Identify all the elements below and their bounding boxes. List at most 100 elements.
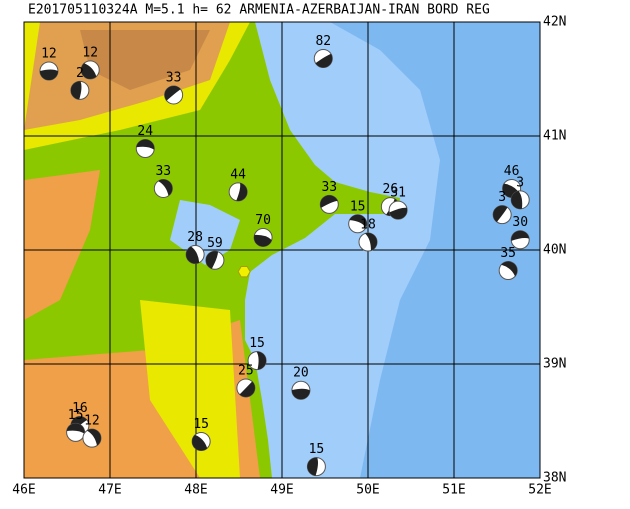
x-tick-label: 46E <box>12 483 35 498</box>
beachball-quadrant <box>389 207 408 220</box>
y-tick-label: 39N <box>543 357 566 372</box>
focal-mechanism <box>153 178 173 198</box>
map-title: E201705110324A M=5.1 h= 62 ARMENIA-AZERB… <box>28 3 490 18</box>
y-tick-label: 38N <box>543 471 566 486</box>
depth-label: 2 <box>76 66 84 81</box>
depth-label: 12 <box>41 47 57 62</box>
beachball-quadrant <box>186 246 200 264</box>
beachball-quadrant <box>236 183 248 201</box>
depth-label: 44 <box>230 167 246 182</box>
focal-mechanism <box>498 261 518 281</box>
beachball-quadrant <box>365 233 377 251</box>
focal-mechanism <box>236 378 256 398</box>
beachball-quadrant <box>81 63 97 79</box>
beachball-quadrant <box>256 351 267 370</box>
beachball-quadrant <box>291 388 310 400</box>
focal-mechanism <box>348 214 368 234</box>
beachball-quadrant <box>320 195 338 208</box>
focal-mechanism <box>66 422 86 442</box>
depth-label: 70 <box>255 213 271 228</box>
focal-mechanism <box>291 380 311 400</box>
depth-label: 3 <box>498 190 506 205</box>
x-tick-label: 47E <box>98 483 121 498</box>
focal-mechanism <box>358 232 378 252</box>
focal-mechanism <box>135 139 155 159</box>
focal-mechanism <box>510 190 530 210</box>
x-tick-label: 49E <box>270 483 293 498</box>
x-tick-label: 50E <box>356 483 379 498</box>
beachball-quadrant <box>493 205 508 222</box>
beachball-quadrant <box>70 81 82 100</box>
beachball-quadrant <box>86 429 101 446</box>
beachball-quadrant <box>239 381 255 397</box>
beachball-quadrant <box>192 434 208 451</box>
focal-mechanism <box>510 230 530 250</box>
depth-label: 15 <box>193 417 209 432</box>
lake <box>170 200 240 265</box>
depth-label: 30 <box>512 215 528 230</box>
depth-label: 18 <box>360 218 376 233</box>
highland <box>140 300 240 478</box>
beachball-quadrant <box>254 234 272 247</box>
beachball-quadrant <box>501 261 518 277</box>
focal-mechanism <box>247 351 267 371</box>
beachball-quadrant <box>315 53 333 68</box>
focal-mechanism <box>80 60 100 80</box>
depth-label: 46 <box>504 164 520 179</box>
focal-mechanism <box>205 250 225 270</box>
focal-mechanism <box>164 85 184 105</box>
focal-mechanism <box>388 200 408 220</box>
depth-label: 15 <box>68 408 84 423</box>
depth-label: 12 <box>84 414 100 429</box>
depth-label: 15 <box>309 442 325 457</box>
y-tick-label: 41N <box>543 129 566 144</box>
depth-label: 35 <box>500 246 516 261</box>
x-tick-label: 48E <box>184 483 207 498</box>
depth-label: 15 <box>249 336 265 351</box>
peak <box>80 30 210 90</box>
depth-label: 26 <box>383 182 399 197</box>
depth-label: 25 <box>238 363 254 378</box>
focal-mechanism <box>253 227 273 247</box>
beachball-quadrant <box>158 179 173 196</box>
depth-label: 33 <box>166 70 182 85</box>
beachball-quadrant <box>205 251 218 269</box>
focal-mechanism <box>492 205 512 225</box>
focal-mechanism <box>70 80 90 100</box>
focal-mechanism <box>39 61 59 81</box>
x-tick-label: 51E <box>442 483 465 498</box>
focal-mechanism <box>313 48 333 68</box>
depth-label: 82 <box>315 34 331 49</box>
depth-label: 15 <box>350 199 366 214</box>
beachball-quadrant <box>164 85 181 101</box>
depth-label: 20 <box>293 366 309 381</box>
beachball-quadrant <box>39 69 58 81</box>
depth-label: 24 <box>137 124 153 139</box>
beachball-quadrant <box>511 230 530 241</box>
focal-mechanism <box>82 428 102 448</box>
depth-label: 33 <box>321 180 337 195</box>
focal-mechanism <box>185 245 205 265</box>
y-tick-label: 40N <box>543 243 566 258</box>
beachball-quadrant <box>349 214 367 228</box>
x-tick-label: 52E <box>528 483 551 498</box>
depth-label: 33 <box>155 164 171 179</box>
depth-label: 3 <box>516 175 524 190</box>
mountain <box>24 170 100 320</box>
beachball-quadrant <box>136 139 155 150</box>
depth-label: 59 <box>207 236 223 251</box>
focal-mechanism <box>191 432 211 452</box>
epicenter <box>237 265 251 278</box>
beachball-quadrant <box>511 191 523 209</box>
focal-mechanism <box>319 194 339 214</box>
beachball-quadrant <box>66 423 85 434</box>
depth-label: 31 <box>390 186 406 201</box>
depth-label: 28 <box>187 230 203 245</box>
focal-mechanism <box>228 182 248 202</box>
focal-mechanism <box>306 457 326 477</box>
depth-label: 12 <box>82 45 98 60</box>
y-tick-label: 42N <box>543 15 566 30</box>
beachball-quadrant <box>307 457 319 476</box>
